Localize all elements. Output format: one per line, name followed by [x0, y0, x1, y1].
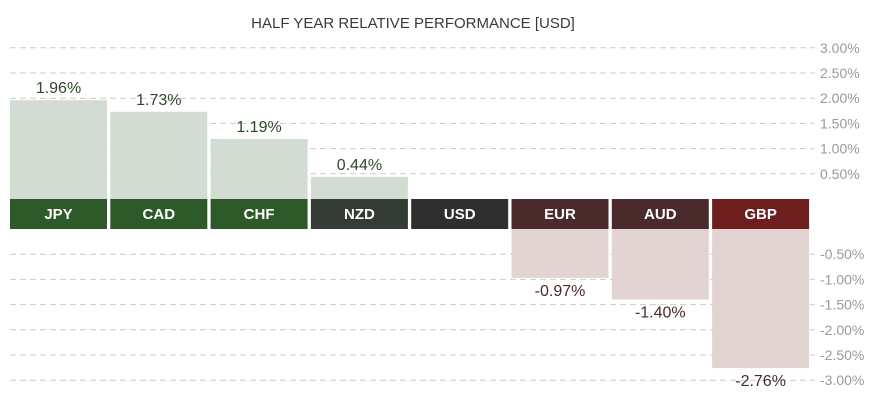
category-label-eur: EUR — [544, 206, 576, 223]
category-band-chf — [210, 199, 308, 229]
y-tick-label: 0.50% — [820, 166, 860, 182]
y-tick-label: 3.00% — [820, 40, 860, 56]
y-tick-label: 2.50% — [820, 65, 860, 81]
y-tick-label: -1.00% — [820, 271, 864, 287]
category-band-cad — [110, 199, 208, 229]
value-label-cad: 1.73% — [136, 92, 181, 109]
category-band-usd — [411, 199, 509, 229]
y-tick-label: -2.00% — [820, 322, 864, 338]
category-label-aud: AUD — [644, 206, 677, 223]
chart-title: HALF YEAR RELATIVE PERFORMANCE [USD] — [251, 15, 575, 32]
bar-nzd — [310, 176, 408, 199]
y-tick-label: -0.50% — [820, 246, 864, 262]
value-label-eur: -0.97% — [535, 283, 586, 300]
bar-aud — [611, 229, 709, 300]
value-labels: 1.96% 1.73% 1.19% 0.44% -0.97% -1.40% -2.76% — [36, 80, 786, 390]
category-label-chf: CHF — [244, 206, 275, 223]
value-label-jpy: 1.96% — [36, 80, 81, 97]
bar-eur — [511, 229, 609, 278]
bar-jpy — [10, 100, 107, 199]
category-label-usd: USD — [444, 206, 476, 223]
y-tick-label: -1.50% — [820, 297, 864, 313]
category-band-jpy — [10, 199, 107, 229]
category-band-nzd — [310, 199, 408, 229]
y-tick-label: 1.00% — [820, 141, 860, 157]
category-bands: JPY CAD CHF NZD USD EUR AUD GBP — [10, 199, 810, 229]
y-tick-label: -2.50% — [820, 347, 864, 363]
value-label-nzd: 0.44% — [337, 157, 382, 174]
category-band-eur — [511, 199, 609, 229]
category-band-aud — [611, 199, 709, 229]
y-tick-label: 1.50% — [820, 115, 860, 131]
y-tick-label: -3.00% — [820, 372, 864, 388]
value-label-gbp: -2.76% — [735, 373, 786, 390]
value-label-chf: 1.19% — [236, 119, 281, 136]
bar-gbp — [712, 229, 810, 369]
category-label-jpy: JPY — [44, 206, 72, 223]
bars — [10, 100, 810, 369]
category-band-gbp — [712, 199, 810, 229]
value-label-aud: -1.40% — [635, 305, 686, 322]
y-tick-label: 2.00% — [820, 90, 860, 106]
category-label-nzd: NZD — [344, 206, 375, 223]
category-label-gbp: GBP — [744, 206, 777, 223]
tick-labels: 3.00% 2.50% 2.00% 1.50% 1.00% 0.50% -0.50% -1.0… — [820, 40, 864, 388]
category-label-cad: CAD — [143, 206, 176, 223]
bar-chf — [210, 139, 308, 199]
bar-cad — [110, 111, 208, 199]
